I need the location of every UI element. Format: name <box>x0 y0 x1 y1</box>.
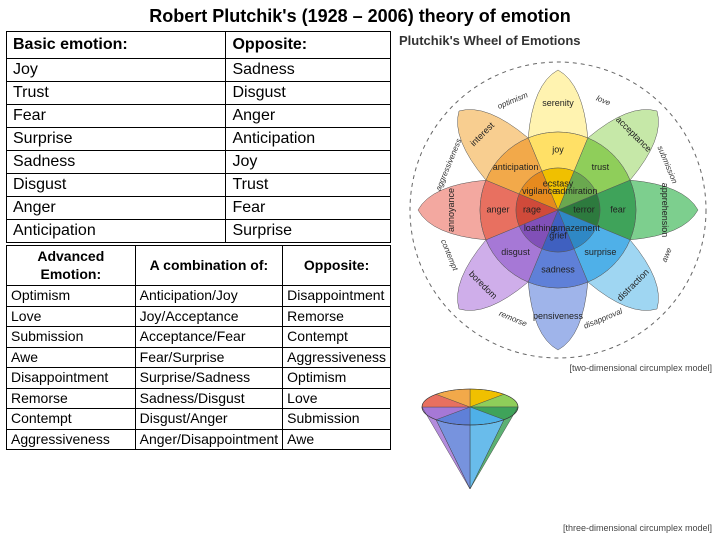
wheel-column: Plutchik's Wheel of Emotions ecstasyjoys… <box>395 31 720 537</box>
table-cell: Joy/Acceptance <box>135 306 283 327</box>
table-cell: Optimism <box>7 286 136 307</box>
table-cell: Anger <box>7 197 226 220</box>
tables-column: Basic emotion:Opposite: JoySadnessTrustD… <box>0 31 395 537</box>
svg-text:awe: awe <box>660 246 674 264</box>
table-cell: Joy <box>7 59 226 82</box>
svg-text:optimism: optimism <box>496 90 529 111</box>
svg-text:surprise: surprise <box>584 247 616 257</box>
table-header: A combination of: <box>135 246 283 286</box>
table-cell: Contempt <box>7 409 136 430</box>
table-cell: Disappointment <box>7 368 136 389</box>
table-header: Opposite: <box>226 32 391 59</box>
table-cell: Fear/Surprise <box>135 347 283 368</box>
svg-text:loathing: loathing <box>524 223 556 233</box>
svg-text:apprehension: apprehension <box>660 183 670 238</box>
page-title: Robert Plutchik's (1928 – 2006) theory o… <box>0 0 720 31</box>
table-cell: Submission <box>283 409 391 430</box>
svg-text:disgust: disgust <box>501 247 530 257</box>
svg-text:sadness: sadness <box>541 264 575 274</box>
main-layout: Basic emotion:Opposite: JoySadnessTrustD… <box>0 31 720 537</box>
svg-text:submission: submission <box>656 144 680 185</box>
table-row: RemorseSadness/DisgustLove <box>7 388 391 409</box>
table-header: Advanced Emotion: <box>7 246 136 286</box>
table-cell: Anger <box>226 105 391 128</box>
svg-text:anger: anger <box>486 204 509 214</box>
table-row: DisgustTrust <box>7 174 391 197</box>
emotion-wheel: ecstasyjoyserenityloveadmirationtrustacc… <box>403 55 713 365</box>
table-cell: Optimism <box>283 368 391 389</box>
table-cell: Fear <box>226 197 391 220</box>
svg-text:terror: terror <box>573 204 595 214</box>
caption-2d: [two-dimensional circumplex model] <box>569 363 712 373</box>
table-row: JoySadness <box>7 59 391 82</box>
table-row: ContemptDisgust/AngerSubmission <box>7 409 391 430</box>
table-row: SurpriseAnticipation <box>7 128 391 151</box>
svg-text:annoyance: annoyance <box>446 188 456 232</box>
table-cell: Sadness/Disgust <box>135 388 283 409</box>
table-row: AggressivenessAnger/DisappointmentAwe <box>7 429 391 450</box>
table-cell: Surprise/Sadness <box>135 368 283 389</box>
advanced-emotions-table: Advanced Emotion:A combination of:Opposi… <box>6 245 391 450</box>
table-cell: Disgust/Anger <box>135 409 283 430</box>
svg-text:disapproval: disapproval <box>582 307 623 331</box>
table-row: TrustDisgust <box>7 82 391 105</box>
table-cell: Aggressiveness <box>283 347 391 368</box>
table-cell: Submission <box>7 327 136 348</box>
svg-text:pensiveness: pensiveness <box>533 311 584 321</box>
table-cell: Disgust <box>226 82 391 105</box>
table-row: SadnessJoy <box>7 151 391 174</box>
table-row: SubmissionAcceptance/FearContempt <box>7 327 391 348</box>
basic-emotions-table: Basic emotion:Opposite: JoySadnessTrustD… <box>6 31 391 243</box>
table-header: Opposite: <box>283 246 391 286</box>
svg-text:contempt: contempt <box>439 238 460 273</box>
table-cell: Surprise <box>7 128 226 151</box>
table-cell: Anticipation <box>7 220 226 243</box>
table-cell: Aggressiveness <box>7 429 136 450</box>
svg-text:anticipation: anticipation <box>493 162 539 172</box>
table-cell: Disgust <box>7 174 226 197</box>
table-header: Basic emotion: <box>7 32 226 59</box>
svg-text:fear: fear <box>610 204 626 214</box>
svg-text:joy: joy <box>551 144 564 154</box>
table-row: DisappointmentSurprise/SadnessOptimism <box>7 368 391 389</box>
table-row: LoveJoy/AcceptanceRemorse <box>7 306 391 327</box>
table-cell: Trust <box>226 174 391 197</box>
svg-text:serenity: serenity <box>542 98 574 108</box>
emotion-cone <box>415 379 525 499</box>
svg-text:rage: rage <box>523 204 541 214</box>
table-cell: Awe <box>7 347 136 368</box>
svg-text:aggressiveness: aggressiveness <box>434 137 464 192</box>
table-cell: Sadness <box>226 59 391 82</box>
table-cell: Awe <box>283 429 391 450</box>
table-row: FearAnger <box>7 105 391 128</box>
svg-text:admiration: admiration <box>555 186 597 196</box>
svg-text:remorse: remorse <box>498 309 529 329</box>
table-cell: Sadness <box>7 151 226 174</box>
table-cell: Disappointment <box>283 286 391 307</box>
svg-text:vigilance: vigilance <box>522 186 557 196</box>
table-cell: Remorse <box>283 306 391 327</box>
table-cell: Fear <box>7 105 226 128</box>
table-row: AweFear/SurpriseAggressiveness <box>7 347 391 368</box>
table-cell: Anticipation/Joy <box>135 286 283 307</box>
table-cell: Remorse <box>7 388 136 409</box>
table-cell: Surprise <box>226 220 391 243</box>
caption-3d: [three-dimensional circumplex model] <box>563 523 712 533</box>
svg-text:trust: trust <box>592 162 610 172</box>
svg-text:love: love <box>595 94 613 108</box>
table-row: OptimismAnticipation/JoyDisappointment <box>7 286 391 307</box>
table-cell: Love <box>283 388 391 409</box>
table-cell: Joy <box>226 151 391 174</box>
table-row: AnticipationSurprise <box>7 220 391 243</box>
table-row: AngerFear <box>7 197 391 220</box>
table-cell: Acceptance/Fear <box>135 327 283 348</box>
table-cell: Trust <box>7 82 226 105</box>
table-cell: Love <box>7 306 136 327</box>
wheel-title: Plutchik's Wheel of Emotions <box>395 31 720 52</box>
table-cell: Anticipation <box>226 128 391 151</box>
table-cell: Anger/Disappointment <box>135 429 283 450</box>
table-cell: Contempt <box>283 327 391 348</box>
